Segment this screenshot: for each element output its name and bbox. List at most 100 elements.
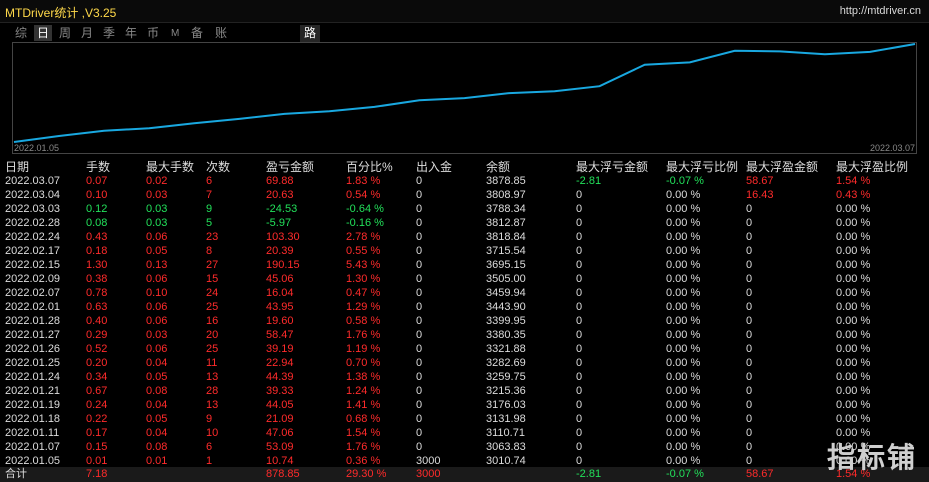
header-date[interactable]: 日期	[5, 160, 30, 174]
tab-quarter[interactable]: 季	[103, 26, 116, 40]
cell-deposit: 0	[416, 343, 423, 355]
tab-year[interactable]: 年	[125, 26, 138, 40]
cell-profit: 22.94	[266, 357, 294, 369]
table-row[interactable]: 2022.01.05 0.01 0.01 1 10.74 0.36 % 3000 3010.7…	[0, 454, 929, 468]
cell-date: 2022.02.17	[5, 245, 61, 257]
cell-max-float-profit-pct: 0.00 %	[836, 413, 871, 425]
cell-max-float-profit-pct: 0.00 %	[836, 427, 871, 439]
cell-lots: 0.15	[86, 441, 108, 453]
tab-summary[interactable]: 综	[15, 26, 28, 40]
cell-max-float-profit: 0	[746, 385, 753, 397]
table-row[interactable]: 2022.02.07 0.78 0.10 24 16.04 0.47 % 0 3459.94 0…	[0, 286, 929, 300]
table-row[interactable]: 2022.01.21 0.67 0.08 28 39.33 1.24 % 0 3215.36 0…	[0, 384, 929, 398]
cell-balance: 3812.87	[486, 217, 526, 229]
cell-percent: 0.58 %	[346, 315, 381, 327]
cell-percent: 1.76 %	[346, 329, 381, 341]
cell-max-float-loss: 0	[576, 259, 583, 271]
tab-magic[interactable]: M	[171, 28, 180, 39]
cell-max-lots: 0.04	[146, 427, 168, 439]
cell-date: 2022.01.28	[5, 315, 61, 327]
cell-deposit: 0	[416, 371, 423, 383]
cell-max-float-profit-pct: 0.43 %	[836, 189, 871, 201]
table-row[interactable]: 2022.03.03 0.12 0.03 9 -24.53 -0.64 % 0 3788.34…	[0, 202, 929, 216]
tab-symbol[interactable]: 币	[147, 26, 160, 40]
table-row[interactable]: 2022.01.26 0.52 0.06 25 39.19 1.19 % 0 3321.88 0…	[0, 342, 929, 356]
cell-count: 24	[206, 287, 219, 299]
table-row[interactable]: 2022.01.07 0.15 0.08 6 53.09 1.76 % 0 3063.83 0 0…	[0, 440, 929, 454]
cell-count: 8	[206, 245, 213, 257]
header-lots[interactable]: 手数	[86, 160, 111, 174]
table-row[interactable]: 2022.01.27 0.29 0.03 20 58.47 1.76 % 0 3380.35 0…	[0, 328, 929, 342]
cell-balance: 3176.03	[486, 399, 526, 411]
header-percent[interactable]: 百分比%	[346, 160, 393, 174]
header-max-float-profit[interactable]: 最大浮盈金额	[746, 160, 819, 174]
header-count[interactable]: 次数	[206, 160, 231, 174]
table-row[interactable]: 2022.02.24 0.43 0.06 23 103.30 2.78 % 0 3818.84…	[0, 230, 929, 244]
table-row[interactable]: 2022.01.25 0.20 0.04 11 22.94 0.70 % 0 3282.69 0…	[0, 356, 929, 370]
cell-date: 2022.02.24	[5, 231, 61, 243]
table-row[interactable]: 2022.03.04 0.10 0.03 7 20.63 0.54 % 0 3808.97 0 0…	[0, 188, 929, 202]
table-row[interactable]: 2022.02.15 1.30 0.13 27 190.15 5.43 % 0 3695.15…	[0, 258, 929, 272]
header-max-lots[interactable]: 最大手数	[146, 160, 195, 174]
cell-lots: 0.08	[86, 217, 108, 229]
cell-max-lots: 0.03	[146, 329, 168, 341]
total-cell-max-float-loss: -2.81	[576, 468, 602, 480]
cell-percent: 0.36 %	[346, 455, 381, 467]
cell-lots: 0.17	[86, 427, 108, 439]
totals-row: 合计 7.18 878.85 29.30 % 3000 -2.81 -0.07 % 58.67…	[0, 467, 929, 482]
cell-count: 25	[206, 301, 219, 313]
cell-max-float-loss-pct: 0.00 %	[666, 231, 701, 243]
table-row[interactable]: 2022.01.28 0.40 0.06 16 19.60 0.58 % 0 3399.95 0…	[0, 314, 929, 328]
cell-count: 23	[206, 231, 219, 243]
table-row[interactable]: 2022.03.07 0.07 0.02 6 69.88 1.83 % 0 3878.85 -2…	[0, 174, 929, 188]
cell-max-float-loss-pct: 0.00 %	[666, 315, 701, 327]
cell-max-float-profit: 0	[746, 287, 753, 299]
table-row[interactable]: 2022.01.19 0.24 0.04 13 44.05 1.41 % 0 3176.03 0…	[0, 398, 929, 412]
cell-date: 2022.01.11	[5, 427, 60, 439]
cell-lots: 0.10	[86, 189, 108, 201]
cell-percent: 1.29 %	[346, 301, 381, 313]
table-row[interactable]: 2022.02.01 0.63 0.06 25 43.95 1.29 % 0 3443.90 0…	[0, 300, 929, 314]
tab-week[interactable]: 周	[59, 26, 72, 40]
title-bar: MTDriver统计 ,V3.25 http://mtdriver.cn	[0, 0, 929, 23]
cell-balance: 3063.83	[486, 441, 526, 453]
cell-max-float-loss: 0	[576, 413, 583, 425]
cell-lots: 0.52	[86, 343, 108, 355]
header-max-float-profit-pct[interactable]: 最大浮盈比例	[836, 160, 909, 174]
cell-balance: 3878.85	[486, 175, 526, 187]
cell-max-float-loss-pct: 0.00 %	[666, 245, 701, 257]
website-link[interactable]: http://mtdriver.cn	[839, 5, 921, 17]
cell-count: 6	[206, 175, 213, 187]
cell-lots: 0.63	[86, 301, 108, 313]
cell-max-float-profit-pct: 0.00 %	[836, 287, 871, 299]
header-max-float-loss[interactable]: 最大浮亏金额	[576, 160, 649, 174]
tab-note[interactable]: 备	[191, 26, 204, 40]
header-balance[interactable]: 余额	[486, 160, 511, 174]
header-profit[interactable]: 盈亏金额	[266, 160, 315, 174]
cell-balance: 3818.84	[486, 231, 526, 243]
header-max-float-loss-pct[interactable]: 最大浮亏比例	[666, 160, 739, 174]
cell-balance: 3010.74	[486, 455, 526, 467]
cell-lots: 0.43	[86, 231, 108, 243]
cell-max-float-profit: 0	[746, 301, 753, 313]
table-row[interactable]: 2022.02.17 0.18 0.05 8 20.39 0.55 % 0 3715.54 0 0…	[0, 244, 929, 258]
cell-count: 11	[206, 357, 218, 369]
cell-max-lots: 0.08	[146, 385, 168, 397]
cell-date: 2022.01.25	[5, 357, 61, 369]
cell-max-float-profit: 0	[746, 259, 753, 271]
cell-date: 2022.01.05	[5, 455, 61, 467]
table-row[interactable]: 2022.01.18 0.22 0.05 9 21.09 0.68 % 0 3131.98 0 0…	[0, 412, 929, 426]
cell-lots: 0.29	[86, 329, 108, 341]
header-deposit[interactable]: 出入金	[416, 160, 453, 174]
cell-max-float-profit: 0	[746, 217, 753, 229]
equity-line	[13, 43, 916, 143]
table-row[interactable]: 2022.02.09 0.38 0.06 15 45.06 1.30 % 0 3505.00 0…	[0, 272, 929, 286]
table-row[interactable]: 2022.01.11 0.17 0.04 10 47.06 1.54 % 0 3110.71 0…	[0, 426, 929, 440]
cell-deposit: 0	[416, 287, 423, 299]
cell-profit: 58.47	[266, 329, 294, 341]
cell-date: 2022.01.24	[5, 371, 61, 383]
tab-day[interactable]: 日	[34, 25, 53, 41]
tab-month[interactable]: 月	[81, 26, 94, 40]
table-row[interactable]: 2022.02.28 0.08 0.03 5 -5.97 -0.16 % 0 3812.87 0…	[0, 216, 929, 230]
table-row[interactable]: 2022.01.24 0.34 0.05 13 44.39 1.38 % 0 3259.75 0…	[0, 370, 929, 384]
